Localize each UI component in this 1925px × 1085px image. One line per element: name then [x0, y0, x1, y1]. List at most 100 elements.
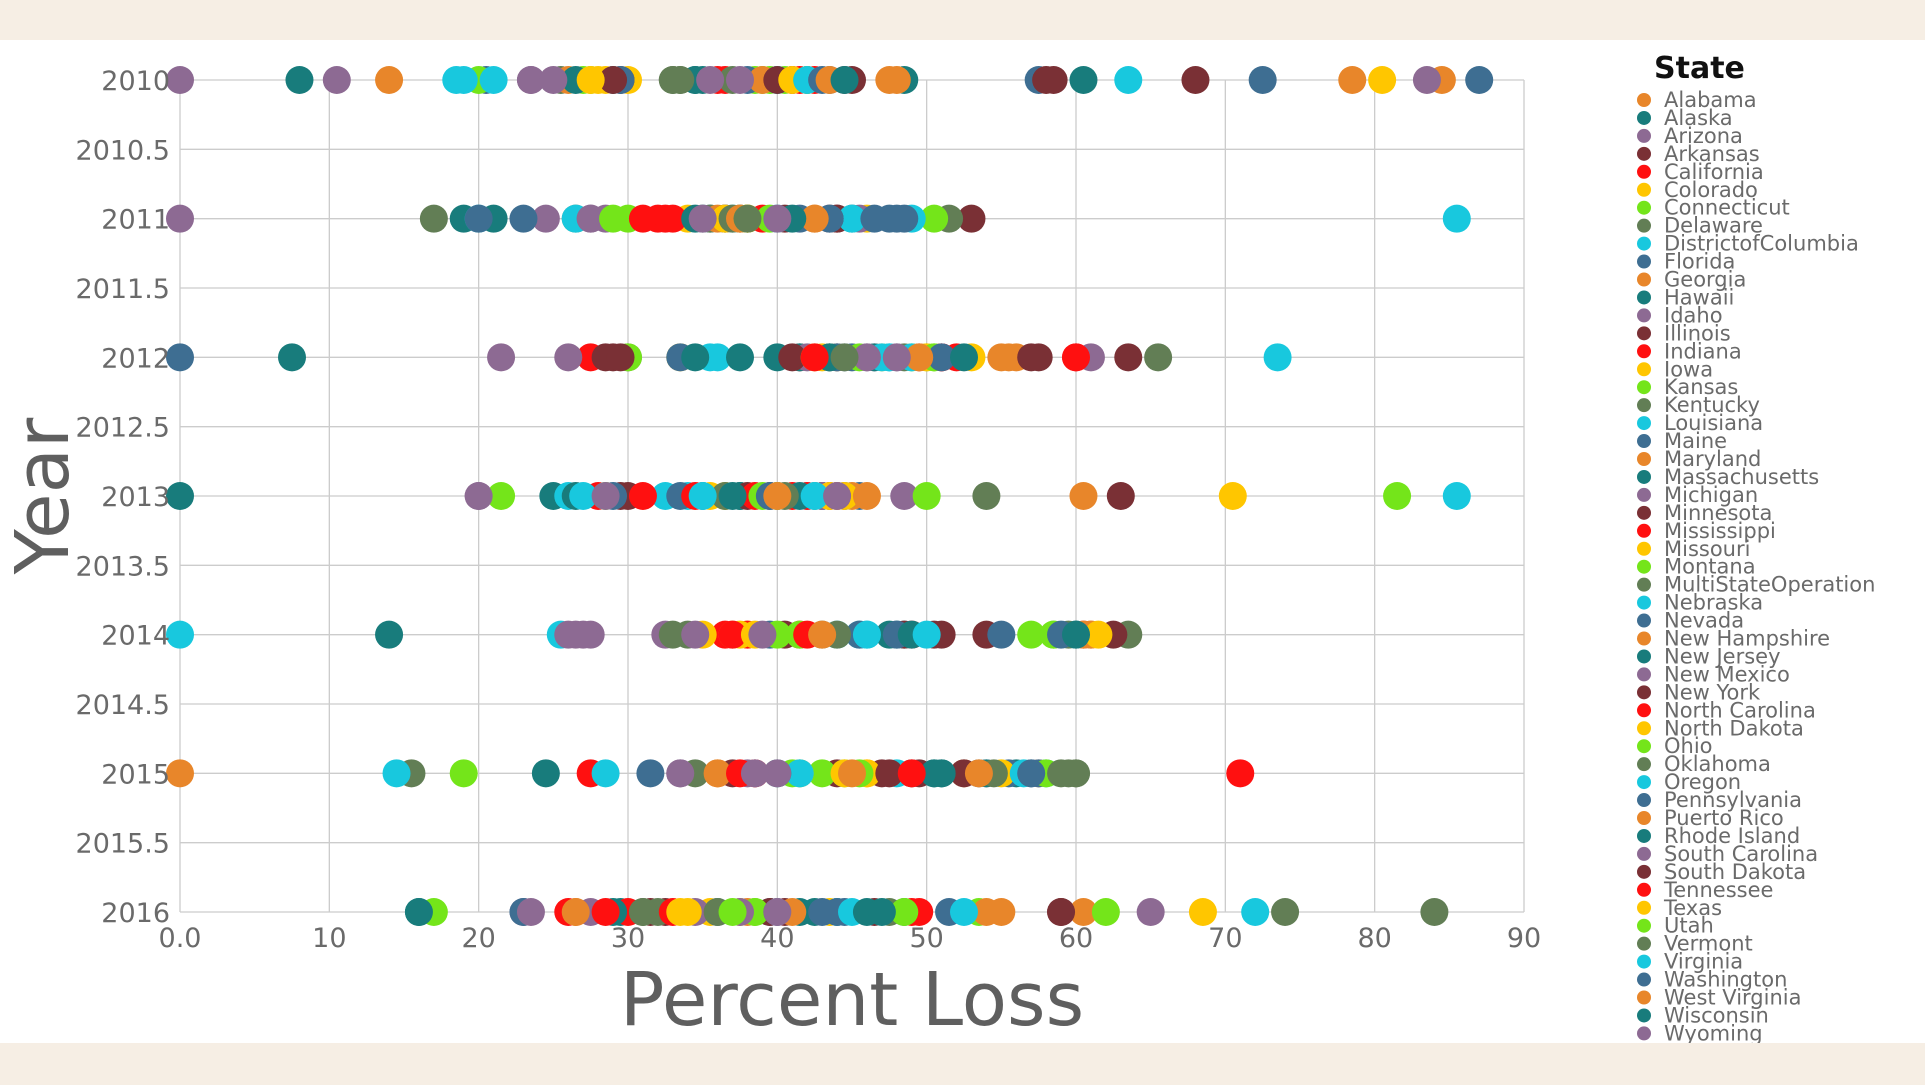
data-point: [1442, 204, 1471, 233]
legend-swatch: [1637, 828, 1651, 843]
legend-item: Tennessee: [1637, 878, 1773, 902]
data-point: [718, 620, 747, 649]
legend-item: Arizona: [1637, 124, 1743, 148]
x-tick-label: 90: [1507, 923, 1541, 954]
legend-label: Montana: [1664, 555, 1756, 579]
series-wisconsin: [718, 66, 1090, 926]
data-point: [1241, 898, 1270, 926]
data-point: [718, 482, 747, 510]
legend-item: Alabama: [1637, 88, 1757, 112]
data-point: [1032, 66, 1061, 94]
x-tick-label: 50: [909, 923, 943, 954]
legend-label: Wisconsin: [1664, 1003, 1769, 1027]
legend-swatch: [1637, 559, 1651, 574]
legend-label: Illinois: [1664, 321, 1731, 345]
data-point: [569, 620, 598, 649]
legend-label: Alaska: [1664, 106, 1733, 130]
legend-label: Delaware: [1664, 214, 1763, 238]
data-point: [927, 759, 956, 788]
legend-label: MultiStateOperation: [1664, 573, 1875, 597]
legend-item: Rhode Island: [1637, 824, 1800, 848]
data-point: [1047, 759, 1076, 788]
x-tick-label: 80: [1357, 923, 1391, 954]
legend-label: Colorado: [1664, 178, 1758, 202]
data-point: [576, 66, 605, 94]
legend-swatch: [1637, 93, 1651, 107]
legend-swatch: [1637, 954, 1651, 969]
data-point: [852, 620, 881, 649]
data-point: [688, 204, 717, 233]
legend: State AlabamaAlaskaArizonaArkansasCalifo…: [1637, 51, 1875, 1043]
legend-swatch: [1637, 846, 1651, 861]
data-point: [628, 204, 657, 233]
data-point: [1218, 482, 1247, 510]
legend-label: Oregon: [1664, 770, 1741, 794]
data-point: [166, 620, 194, 649]
data-point: [1338, 66, 1367, 94]
data-point: [1106, 482, 1135, 510]
data-point: [1062, 620, 1090, 649]
legend-swatch: [1637, 613, 1651, 628]
data-point: [1248, 66, 1277, 94]
legend-item: Puerto Rico: [1637, 806, 1784, 830]
legend-swatch: [1637, 110, 1651, 125]
data-point: [1017, 759, 1046, 788]
legend-item: Oklahoma: [1637, 752, 1771, 776]
legend-label: Wyoming: [1664, 1021, 1763, 1043]
legend-swatch: [1637, 541, 1651, 556]
legend-label: New Mexico: [1664, 662, 1790, 686]
legend-item: California: [1637, 160, 1764, 184]
y-tick-label: 2011.5: [76, 274, 170, 305]
legend-swatch: [1637, 990, 1651, 1005]
data-point: [1181, 66, 1210, 94]
legend-item: New York: [1637, 680, 1761, 704]
legend-swatch: [1637, 128, 1651, 143]
data-point: [882, 66, 911, 94]
legend-swatch: [1637, 1026, 1651, 1041]
legend-label: South Dakota: [1664, 860, 1806, 884]
data-point: [830, 66, 859, 94]
x-axis-title: Percent Loss: [620, 957, 1084, 1043]
data-point: [890, 898, 919, 926]
legend-swatch: [1637, 721, 1651, 736]
legend-item: Georgia: [1637, 268, 1746, 292]
legend-label: Tennessee: [1663, 878, 1773, 902]
legend-label: Ohio: [1664, 734, 1713, 758]
y-tick-label: 2015: [101, 759, 170, 790]
legend-label: Missouri: [1664, 537, 1750, 561]
legend-label: Rhode Island: [1664, 824, 1800, 848]
legend-label: Alabama: [1664, 88, 1757, 112]
legend-item: Ohio: [1637, 734, 1713, 758]
legend-swatch: [1637, 577, 1651, 592]
data-point: [516, 898, 545, 926]
legend-swatch: [1637, 200, 1651, 215]
data-point: [487, 482, 516, 510]
data-point: [1442, 482, 1471, 510]
legend-swatch: [1637, 380, 1651, 395]
data-point: [1465, 66, 1494, 94]
legend-label: South Carolina: [1664, 842, 1818, 866]
data-point: [531, 759, 560, 788]
legend-swatch: [1637, 972, 1651, 987]
legend-swatch: [1637, 344, 1651, 359]
legend-item: Michigan: [1637, 483, 1758, 507]
data-point: [576, 204, 605, 233]
legend-label: Hawaii: [1664, 285, 1734, 309]
legend-swatch: [1637, 793, 1651, 808]
legend-swatch: [1637, 936, 1651, 951]
legend-item: Hawaii: [1637, 285, 1734, 309]
legend-item: Colorado: [1637, 178, 1758, 202]
data-point: [1368, 66, 1397, 94]
data-point: [763, 482, 792, 510]
data-point: [166, 66, 194, 94]
legend-label: Minnesota: [1664, 501, 1772, 525]
y-tick-label: 2012.5: [76, 413, 170, 444]
legend-label: Texas: [1663, 896, 1722, 920]
data-point: [1091, 898, 1120, 926]
data-point: [658, 204, 687, 233]
data-point: [808, 759, 837, 788]
data-point: [561, 898, 590, 926]
data-point: [464, 482, 493, 510]
data-point: [830, 343, 859, 372]
data-point: [733, 204, 762, 233]
